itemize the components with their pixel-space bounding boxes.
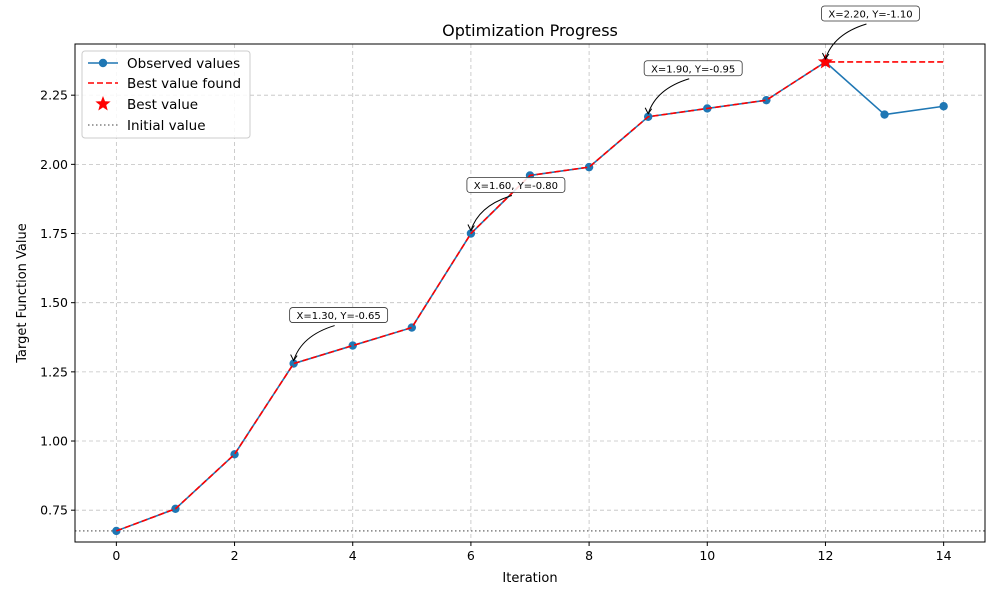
plot-frame [74,43,986,543]
annotation-arrowhead [290,354,298,362]
annotation-label: X=2.20, Y=-1.10 [828,9,912,20]
observed-point [939,102,948,111]
observed-point [407,323,417,332]
legend-box [81,50,251,139]
x-tick-label: 6 [467,548,475,563]
annotation-box [289,307,389,323]
annotation: X=1.30, Y=-0.65 [289,307,389,362]
series-layer [112,53,948,536]
annotation-box [466,177,566,193]
grid-lines [75,44,985,542]
annotation-label: X=1.60, Y=-0.80 [474,181,558,192]
legend-label-initial: Initial value [127,118,206,134]
annotation-arrow [470,195,513,231]
x-tick-label: 14 [936,548,952,563]
annotation-arrow [647,78,690,114]
annotation-label: X=1.30, Y=-0.65 [297,311,381,322]
y-tick-label: 2.25 [40,88,68,103]
annotation-arrow [293,325,335,361]
annotation-layer: X=1.30, Y=-0.65 X=1.60, Y=-0.80 X=1.90, Y=… [289,5,920,362]
x-tick-label: 8 [585,548,593,563]
best-value-found-line [116,61,944,532]
x-tick-label: 0 [112,548,120,563]
annotation-box [821,5,920,22]
y-tick-label: 1.00 [40,434,68,449]
annotation: X=1.90, Y=-0.95 [643,60,743,115]
annotation-box [643,60,743,77]
legend-marker-observed [98,58,108,68]
x-tick-label: 4 [349,548,357,563]
annotation-arrowhead [467,224,475,232]
x-tick-label: 10 [699,548,715,563]
observed-point [880,110,889,119]
y-tick-label: 2.00 [40,157,68,172]
legend-label-best-found: Best value found [127,76,241,92]
x-tick-label: 12 [818,548,834,563]
y-tick-label: 0.75 [40,503,68,518]
x-axis-label: Iteration [502,571,557,586]
legend-marker-best-value [95,96,111,111]
annotation-arrowhead [822,52,830,60]
y-axis-label: Target Function Value [15,223,30,363]
annotation-label: X=1.90, Y=-0.95 [651,64,735,75]
legend: Observed values Best value found Best va… [81,50,251,139]
y-tick-label: 1.50 [40,295,68,310]
observed-point [348,341,357,350]
chart-title: Optimization Progress [442,21,618,40]
annotation-arrowhead [644,107,653,115]
y-tick-label: 1.25 [40,364,68,379]
annotation-arrow [824,23,867,60]
legend-label-observed: Observed values [127,56,240,72]
legend-label-best-value: Best value [127,97,198,113]
x-axis-ticks: 0 2 4 6 8 10 12 14 [112,542,952,563]
best-value-star [817,53,834,69]
y-axis-ticks: 0.75 1.00 1.25 1.50 1.75 2.00 2.25 [40,88,75,518]
y-tick-label: 1.75 [40,226,68,241]
x-tick-label: 2 [231,548,239,563]
annotation: X=1.60, Y=-0.80 [466,177,566,232]
annotation: X=2.20, Y=-1.10 [821,5,920,60]
